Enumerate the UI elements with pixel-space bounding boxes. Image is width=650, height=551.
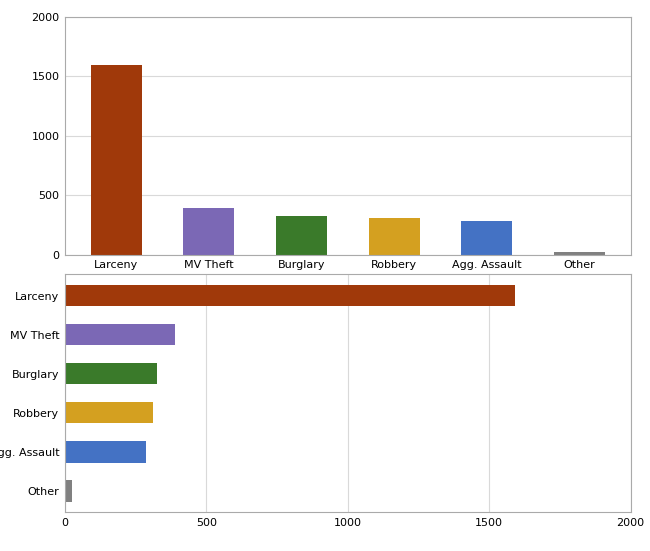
- Bar: [65, 441, 146, 462]
- Bar: [65, 363, 157, 385]
- Bar: [65, 480, 72, 501]
- Bar: [462, 221, 512, 255]
- Bar: [183, 208, 234, 255]
- Bar: [91, 66, 142, 255]
- Bar: [65, 285, 515, 306]
- Bar: [65, 324, 176, 345]
- Bar: [554, 252, 604, 255]
- Bar: [276, 216, 327, 255]
- Bar: [369, 218, 419, 255]
- Bar: [65, 402, 153, 424]
